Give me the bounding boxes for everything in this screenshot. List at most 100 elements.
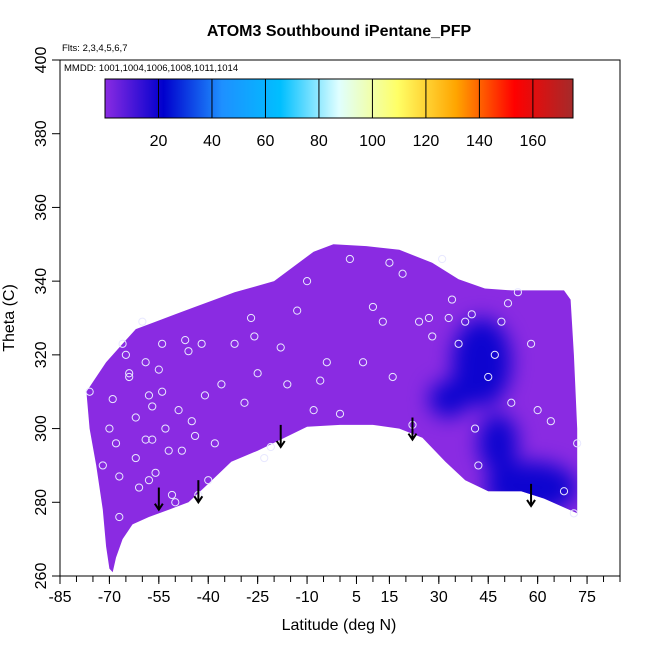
low-value-region	[452, 318, 512, 407]
sample-point	[533, 406, 542, 415]
sample-point	[125, 372, 134, 382]
sample-point	[484, 372, 493, 382]
sample-point	[144, 391, 154, 400]
sample-point	[526, 339, 536, 348]
sample-point	[309, 406, 318, 415]
colorbar-tick-label: 60	[257, 133, 275, 150]
sample-point	[98, 461, 107, 470]
bottom-arrows	[153, 417, 536, 512]
sample-point	[573, 439, 582, 448]
sample-point	[345, 254, 354, 264]
heatmap-domain	[86, 244, 578, 573]
x-tick-label: -85	[48, 589, 71, 606]
sample-point	[134, 483, 144, 492]
sample-point	[283, 380, 292, 389]
flights-label: Flts: 2,3,4,5,6,7	[62, 43, 127, 54]
sample-point	[368, 302, 378, 312]
low-value-region	[478, 413, 518, 473]
sample-point	[210, 439, 219, 448]
y-tick-label: 320	[33, 341, 50, 368]
x-tick-label: 30	[430, 589, 448, 606]
sample-point	[158, 339, 167, 348]
sample-point	[171, 498, 180, 507]
x-tick-label: 45	[479, 589, 497, 606]
y-tick-label: 360	[33, 194, 50, 221]
sample-point	[260, 453, 269, 463]
y-tick-label: 260	[33, 563, 50, 590]
mmdd-label: MMDD: 1001,1004,1006,1008,1011,1014	[64, 63, 238, 74]
sample-point	[131, 453, 140, 463]
colorbar-tick-label: 140	[466, 133, 493, 150]
sample-point	[131, 413, 140, 422]
sample-point	[217, 380, 226, 389]
sample-point	[141, 435, 150, 444]
sample-point	[230, 339, 239, 348]
sample-point	[497, 317, 506, 326]
sample-point	[398, 269, 407, 278]
sample-point	[151, 468, 160, 477]
sample-point	[447, 295, 457, 304]
sample-point	[85, 387, 94, 396]
sample-point	[181, 336, 190, 345]
sample-point	[490, 350, 499, 359]
sample-point	[174, 406, 183, 415]
x-tick-label: 60	[529, 589, 547, 606]
colorbar-gradient	[104, 78, 574, 119]
sample-point	[316, 376, 325, 385]
y-axis-label: Theta (C)	[1, 284, 18, 352]
sample-point	[378, 317, 387, 326]
sample-point	[335, 409, 345, 418]
colorbar-tick-label: 80	[310, 133, 328, 150]
sample-point	[138, 317, 147, 326]
sample-point	[108, 394, 117, 404]
y-tick-label: 300	[33, 415, 50, 442]
colorbar: 20 40 60 80 100 120 140 160	[104, 78, 574, 150]
x-tick-label: -10	[295, 589, 318, 606]
sample-point	[115, 472, 124, 481]
sample-point	[164, 446, 173, 455]
sample-point	[200, 391, 210, 400]
sample-point	[385, 258, 394, 267]
sample-point	[118, 339, 127, 348]
sample-point	[444, 313, 453, 323]
sample-point	[507, 398, 516, 407]
x-axis-label: Latitude (deg N)	[282, 617, 397, 634]
sample-point	[414, 317, 424, 326]
x-tick-label: 75	[578, 589, 596, 606]
sample-point	[197, 339, 206, 348]
sample-point	[513, 288, 522, 297]
sample-point	[250, 332, 259, 341]
sample-point	[276, 343, 285, 352]
sample-point	[358, 358, 368, 367]
sample-point	[454, 339, 463, 348]
sample-point	[190, 431, 200, 441]
sample-point	[569, 509, 578, 518]
sample-point	[148, 402, 157, 411]
sample-point	[158, 387, 167, 396]
sample-point	[144, 476, 154, 485]
chart-title: ATOM3 Southbound iPentane_PFP	[207, 23, 472, 40]
colorbar-tick-label: 120	[413, 133, 440, 150]
x-tick-label: -55	[147, 589, 170, 606]
x-tick-label: 15	[381, 589, 399, 606]
colorbar-tick-label: 160	[520, 133, 547, 150]
sample-point	[167, 490, 177, 500]
sample-point	[141, 358, 150, 367]
sample-point	[187, 417, 196, 426]
sample-point	[115, 512, 124, 522]
sample-point	[161, 424, 170, 433]
sample-point	[388, 372, 397, 382]
x-tick-label: -25	[246, 589, 269, 606]
sample-point	[474, 461, 483, 470]
sample-point	[503, 299, 513, 308]
low-value-region	[428, 380, 469, 418]
downward-arrow	[526, 483, 536, 508]
sample-point	[546, 417, 555, 426]
x-axis: -85 -70 -55 -40 -25 -10 5 15 30 45 60 75	[48, 576, 621, 606]
sample-point	[240, 398, 249, 407]
sample-point	[467, 310, 476, 319]
sample-point	[148, 435, 157, 444]
heatmap-field	[86, 244, 578, 573]
sample-point	[428, 332, 437, 341]
